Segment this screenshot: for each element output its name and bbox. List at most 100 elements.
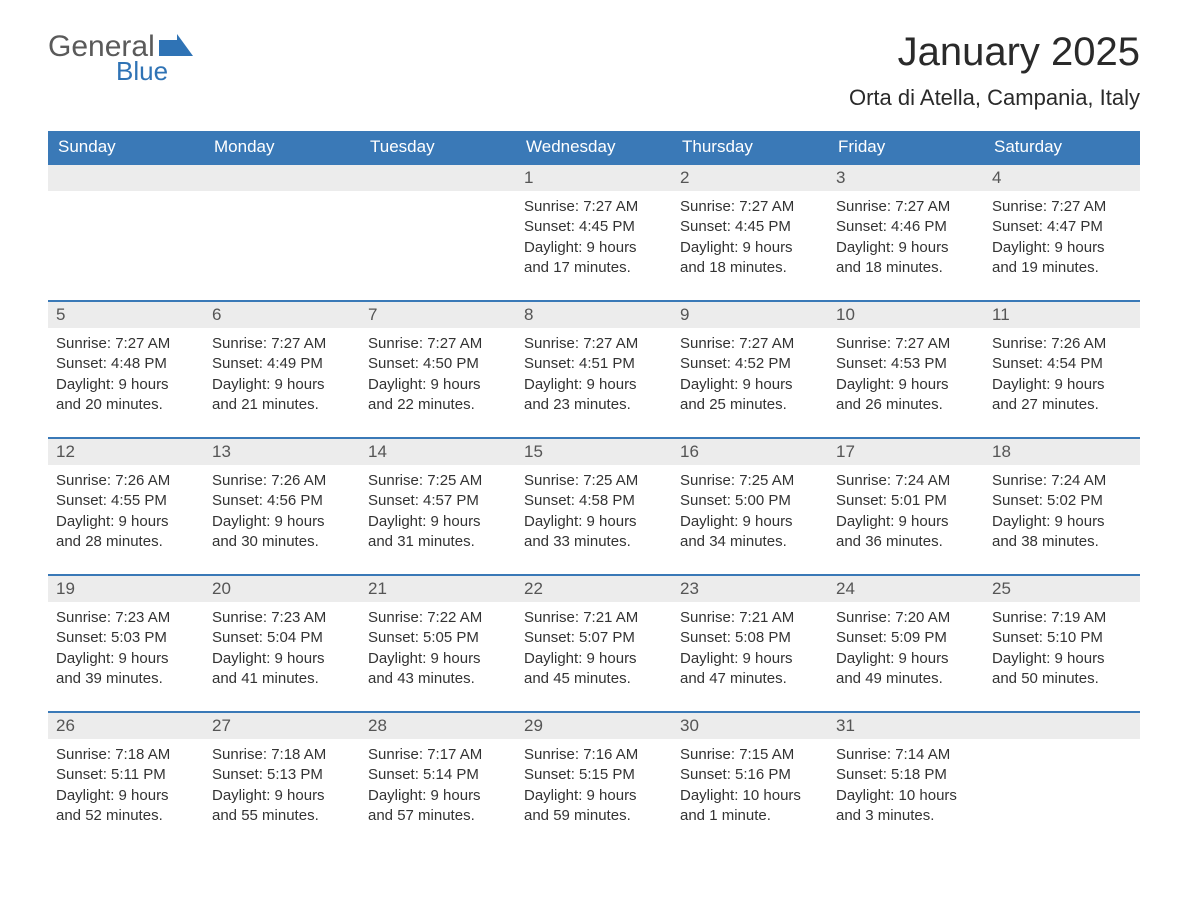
day-cell — [48, 165, 204, 286]
day-cell: 28Sunrise: 7:17 AMSunset: 5:14 PMDayligh… — [360, 713, 516, 834]
day-body: Sunrise: 7:27 AMSunset: 4:46 PMDaylight:… — [828, 191, 984, 286]
sunset-text: Sunset: 4:46 PM — [836, 217, 976, 237]
daylight-text: Daylight: 9 hours and 38 minutes. — [992, 512, 1132, 553]
calendar: SundayMondayTuesdayWednesdayThursdayFrid… — [48, 131, 1140, 834]
day-cell: 31Sunrise: 7:14 AMSunset: 5:18 PMDayligh… — [828, 713, 984, 834]
day-body: Sunrise: 7:27 AMSunset: 4:49 PMDaylight:… — [204, 328, 360, 423]
sunset-text: Sunset: 4:57 PM — [368, 491, 508, 511]
day-body: Sunrise: 7:16 AMSunset: 5:15 PMDaylight:… — [516, 739, 672, 834]
day-cell: 27Sunrise: 7:18 AMSunset: 5:13 PMDayligh… — [204, 713, 360, 834]
daylight-text: Daylight: 9 hours and 30 minutes. — [212, 512, 352, 553]
day-cell: 30Sunrise: 7:15 AMSunset: 5:16 PMDayligh… — [672, 713, 828, 834]
week-row: 19Sunrise: 7:23 AMSunset: 5:03 PMDayligh… — [48, 574, 1140, 697]
day-cell — [360, 165, 516, 286]
day-number: 21 — [360, 576, 516, 602]
sunset-text: Sunset: 5:00 PM — [680, 491, 820, 511]
daylight-text: Daylight: 9 hours and 20 minutes. — [56, 375, 196, 416]
day-body: Sunrise: 7:19 AMSunset: 5:10 PMDaylight:… — [984, 602, 1140, 697]
day-body: Sunrise: 7:14 AMSunset: 5:18 PMDaylight:… — [828, 739, 984, 834]
day-cell: 2Sunrise: 7:27 AMSunset: 4:45 PMDaylight… — [672, 165, 828, 286]
day-cell: 5Sunrise: 7:27 AMSunset: 4:48 PMDaylight… — [48, 302, 204, 423]
sunset-text: Sunset: 5:05 PM — [368, 628, 508, 648]
day-body: Sunrise: 7:17 AMSunset: 5:14 PMDaylight:… — [360, 739, 516, 834]
sunrise-text: Sunrise: 7:25 AM — [368, 471, 508, 491]
sunset-text: Sunset: 5:01 PM — [836, 491, 976, 511]
week-row: 5Sunrise: 7:27 AMSunset: 4:48 PMDaylight… — [48, 300, 1140, 423]
day-cell: 1Sunrise: 7:27 AMSunset: 4:45 PMDaylight… — [516, 165, 672, 286]
daylight-text: Daylight: 9 hours and 18 minutes. — [836, 238, 976, 279]
day-cell: 13Sunrise: 7:26 AMSunset: 4:56 PMDayligh… — [204, 439, 360, 560]
day-number: 18 — [984, 439, 1140, 465]
day-number-empty — [360, 165, 516, 191]
daylight-text: Daylight: 9 hours and 33 minutes. — [524, 512, 664, 553]
sunset-text: Sunset: 4:47 PM — [992, 217, 1132, 237]
day-body: Sunrise: 7:26 AMSunset: 4:55 PMDaylight:… — [48, 465, 204, 560]
day-cell: 4Sunrise: 7:27 AMSunset: 4:47 PMDaylight… — [984, 165, 1140, 286]
day-cell — [984, 713, 1140, 834]
day-body: Sunrise: 7:25 AMSunset: 4:58 PMDaylight:… — [516, 465, 672, 560]
sunset-text: Sunset: 4:51 PM — [524, 354, 664, 374]
day-body: Sunrise: 7:27 AMSunset: 4:53 PMDaylight:… — [828, 328, 984, 423]
day-number: 12 — [48, 439, 204, 465]
logo-text-blue: Blue — [116, 56, 168, 87]
day-number: 11 — [984, 302, 1140, 328]
logo: General Blue — [48, 30, 193, 87]
daylight-text: Daylight: 9 hours and 22 minutes. — [368, 375, 508, 416]
daylight-text: Daylight: 9 hours and 26 minutes. — [836, 375, 976, 416]
day-cell: 10Sunrise: 7:27 AMSunset: 4:53 PMDayligh… — [828, 302, 984, 423]
day-cell: 15Sunrise: 7:25 AMSunset: 4:58 PMDayligh… — [516, 439, 672, 560]
daylight-text: Daylight: 9 hours and 17 minutes. — [524, 238, 664, 279]
day-cell: 9Sunrise: 7:27 AMSunset: 4:52 PMDaylight… — [672, 302, 828, 423]
sunrise-text: Sunrise: 7:24 AM — [992, 471, 1132, 491]
daylight-text: Daylight: 9 hours and 45 minutes. — [524, 649, 664, 690]
day-cell: 3Sunrise: 7:27 AMSunset: 4:46 PMDaylight… — [828, 165, 984, 286]
page-header: General Blue January 2025 Orta di Atella… — [48, 30, 1140, 123]
daylight-text: Daylight: 9 hours and 19 minutes. — [992, 238, 1132, 279]
sunrise-text: Sunrise: 7:18 AM — [56, 745, 196, 765]
sunset-text: Sunset: 4:56 PM — [212, 491, 352, 511]
day-number: 1 — [516, 165, 672, 191]
day-body: Sunrise: 7:26 AMSunset: 4:54 PMDaylight:… — [984, 328, 1140, 423]
sunrise-text: Sunrise: 7:27 AM — [212, 334, 352, 354]
sunset-text: Sunset: 4:45 PM — [524, 217, 664, 237]
daylight-text: Daylight: 9 hours and 57 minutes. — [368, 786, 508, 827]
day-cell: 25Sunrise: 7:19 AMSunset: 5:10 PMDayligh… — [984, 576, 1140, 697]
day-number: 30 — [672, 713, 828, 739]
daylight-text: Daylight: 9 hours and 39 minutes. — [56, 649, 196, 690]
daylight-text: Daylight: 9 hours and 23 minutes. — [524, 375, 664, 416]
day-body: Sunrise: 7:27 AMSunset: 4:45 PMDaylight:… — [672, 191, 828, 286]
day-cell: 17Sunrise: 7:24 AMSunset: 5:01 PMDayligh… — [828, 439, 984, 560]
dow-cell: Friday — [828, 131, 984, 165]
sunset-text: Sunset: 5:18 PM — [836, 765, 976, 785]
day-number: 24 — [828, 576, 984, 602]
day-number: 5 — [48, 302, 204, 328]
day-cell: 23Sunrise: 7:21 AMSunset: 5:08 PMDayligh… — [672, 576, 828, 697]
day-cell: 19 Sunrise: 7:23 AMSunset: 5:03 PMDayligh… — [48, 576, 204, 697]
sunset-text: Sunset: 5:10 PM — [992, 628, 1132, 648]
day-body: Sunrise: 7:27 AMSunset: 4:45 PMDaylight:… — [516, 191, 672, 286]
dow-cell: Tuesday — [360, 131, 516, 165]
day-cell: 26Sunrise: 7:18 AMSunset: 5:11 PMDayligh… — [48, 713, 204, 834]
day-cell: 20Sunrise: 7:23 AMSunset: 5:04 PMDayligh… — [204, 576, 360, 697]
day-number: 6 — [204, 302, 360, 328]
day-number: 2 — [672, 165, 828, 191]
sunset-text: Sunset: 5:15 PM — [524, 765, 664, 785]
day-body: Sunrise: 7:27 AMSunset: 4:51 PMDaylight:… — [516, 328, 672, 423]
day-number: 28 — [360, 713, 516, 739]
sunset-text: Sunset: 5:13 PM — [212, 765, 352, 785]
day-number: 19 — [48, 576, 204, 602]
sunset-text: Sunset: 4:58 PM — [524, 491, 664, 511]
day-number: 23 — [672, 576, 828, 602]
day-body: Sunrise: 7:27 AMSunset: 4:47 PMDaylight:… — [984, 191, 1140, 286]
sunset-text: Sunset: 5:04 PM — [212, 628, 352, 648]
day-number: 22 — [516, 576, 672, 602]
sunset-text: Sunset: 5:03 PM — [56, 628, 196, 648]
sunrise-text: Sunrise: 7:15 AM — [680, 745, 820, 765]
dow-cell: Sunday — [48, 131, 204, 165]
daylight-text: Daylight: 9 hours and 50 minutes. — [992, 649, 1132, 690]
dow-cell: Saturday — [984, 131, 1140, 165]
day-number: 7 — [360, 302, 516, 328]
weeks-container: 1Sunrise: 7:27 AMSunset: 4:45 PMDaylight… — [48, 165, 1140, 834]
day-number: 3 — [828, 165, 984, 191]
sunrise-text: Sunrise: 7:23 AM — [56, 608, 196, 628]
